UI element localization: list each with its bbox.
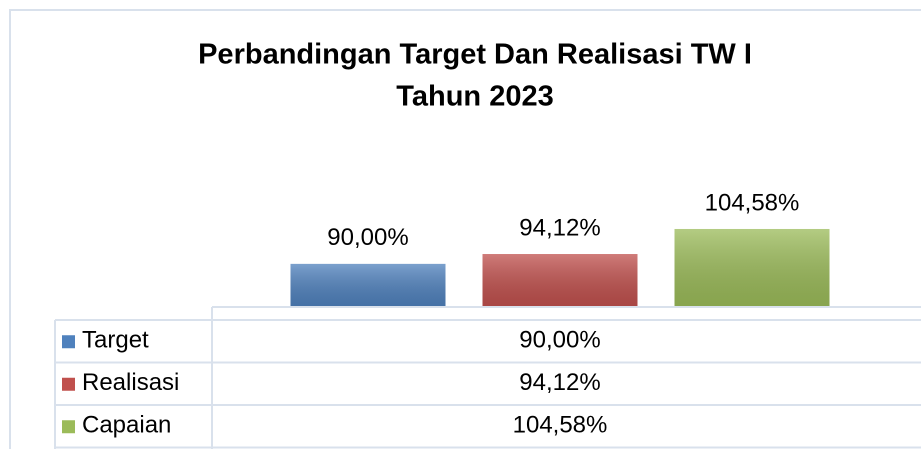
- chart-title: Perbandingan Target Dan Realisasi TW I: [198, 39, 752, 71]
- table-value: 94,12%: [519, 369, 600, 396]
- data-label: 94,12%: [519, 214, 600, 241]
- data-label: 90,00%: [327, 224, 408, 251]
- table-value: 104,58%: [513, 412, 608, 439]
- legend-label: Capaian: [82, 412, 171, 439]
- legend-key: [62, 335, 75, 349]
- data-label: 104,58%: [705, 189, 800, 216]
- bar-shade: [674, 228, 830, 307]
- legend-key: [62, 377, 75, 391]
- bar-shade: [290, 263, 446, 307]
- table-value: 90,00%: [519, 327, 600, 354]
- chart-subtitle: Tahun 2023: [396, 81, 553, 113]
- legend-key: [62, 420, 75, 434]
- legend-label: Target: [82, 327, 149, 354]
- legend-label: Realisasi: [82, 369, 179, 396]
- bar-shade: [482, 254, 638, 307]
